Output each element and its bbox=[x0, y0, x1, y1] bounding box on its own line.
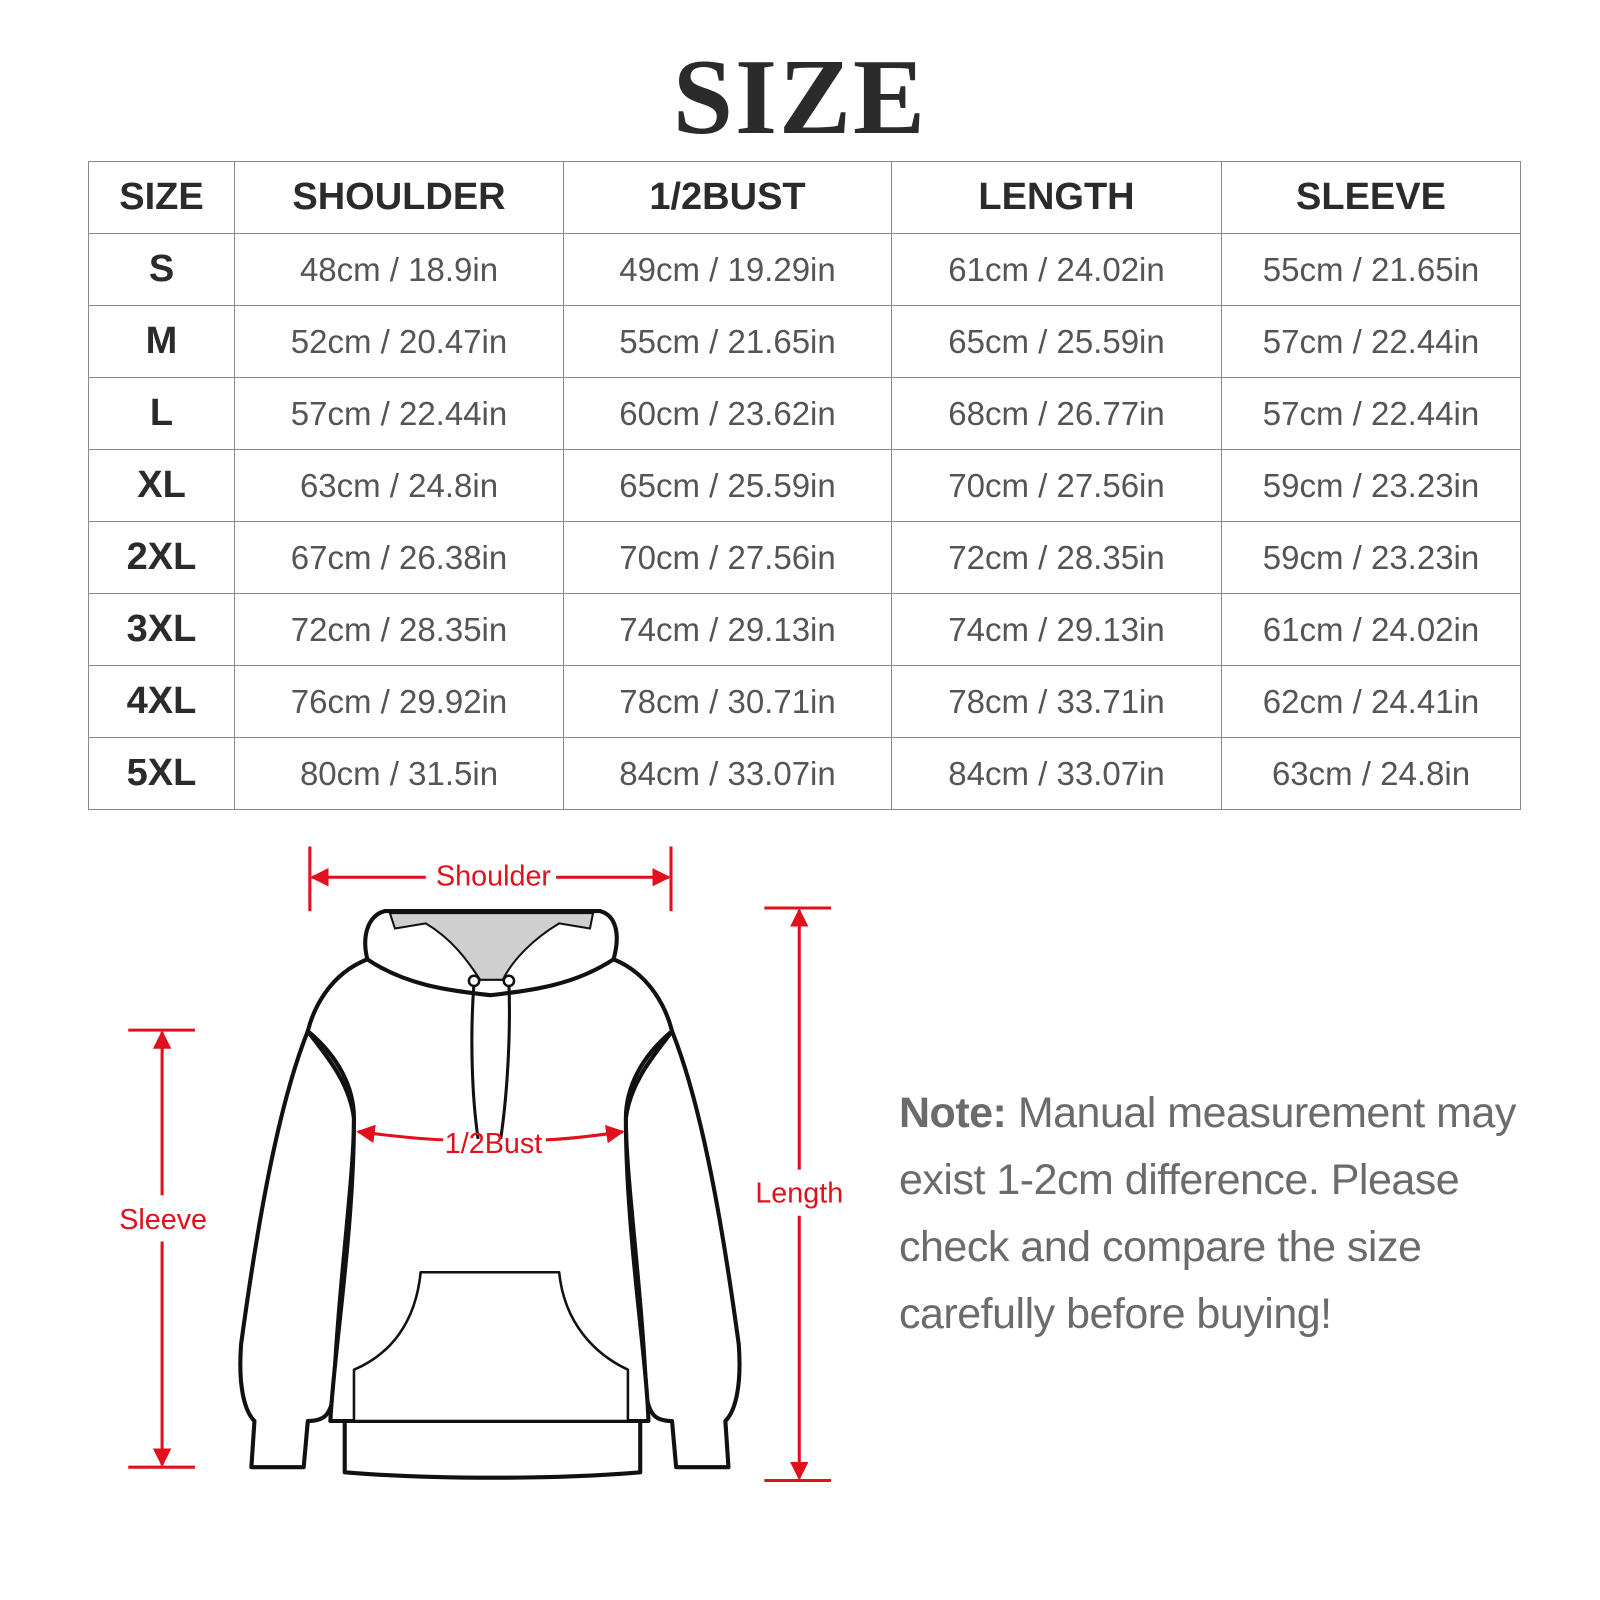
note-text: Manual measurement may exist 1-2cm diffe… bbox=[899, 1089, 1516, 1338]
table-row: 5XL 80cm / 31.5in 84cm / 33.07in 84cm / 33.… bbox=[88, 737, 1521, 810]
measurement-cell: 57cm / 22.44in bbox=[1221, 305, 1521, 378]
measurement-cell: 55cm / 21.65in bbox=[1221, 233, 1521, 306]
measurement-cell: 65cm / 25.59in bbox=[891, 305, 1222, 378]
bust-label: 1/2Bust bbox=[445, 1128, 542, 1160]
measurement-cell: 60cm / 23.62in bbox=[563, 377, 892, 450]
header-bust: 1/2BUST bbox=[563, 161, 892, 234]
header-sleeve: SLEEVE bbox=[1221, 161, 1521, 234]
measurement-cell: 63cm / 24.8in bbox=[1221, 737, 1521, 810]
measurement-cell: 74cm / 29.13in bbox=[891, 593, 1222, 666]
measurement-cell: 48cm / 18.9in bbox=[234, 233, 564, 306]
hoodie-illustration bbox=[238, 909, 742, 1480]
measurement-note: Note: Manual measurement may exist 1-2cm… bbox=[899, 1080, 1539, 1348]
measurement-cell: 49cm / 19.29in bbox=[563, 233, 892, 306]
size-cell: S bbox=[88, 233, 235, 306]
size-cell: M bbox=[88, 305, 235, 378]
header-length: LENGTH bbox=[891, 161, 1222, 234]
page-title: SIZE bbox=[672, 38, 928, 157]
size-table: SIZE SHOULDER 1/2BUST LENGTH SLEEVE S 48c… bbox=[88, 161, 1521, 810]
size-cell: XL bbox=[88, 449, 235, 522]
measurement-cell: 62cm / 24.41in bbox=[1221, 665, 1521, 738]
size-cell: L bbox=[88, 377, 235, 450]
size-cell: 4XL bbox=[88, 665, 235, 738]
shoulder-label: Shoulder bbox=[436, 860, 551, 892]
size-cell: 5XL bbox=[88, 737, 235, 810]
table-row: M 52cm / 20.47in 55cm / 21.65in 65cm / 25.5… bbox=[88, 305, 1521, 378]
measurement-cell: 76cm / 29.92in bbox=[234, 665, 564, 738]
measurement-cell: 52cm / 20.47in bbox=[234, 305, 564, 378]
table-row: S 48cm / 18.9in 49cm / 19.29in 61cm / 24.02… bbox=[88, 233, 1521, 306]
size-cell: 3XL bbox=[88, 593, 235, 666]
measurement-cell: 84cm / 33.07in bbox=[563, 737, 892, 810]
length-label: Length bbox=[755, 1177, 843, 1209]
measurement-cell: 84cm / 33.07in bbox=[891, 737, 1222, 810]
header-size: SIZE bbox=[88, 161, 235, 234]
measurement-cell: 57cm / 22.44in bbox=[1221, 377, 1521, 450]
table-header-row: SIZE SHOULDER 1/2BUST LENGTH SLEEVE bbox=[88, 161, 1521, 234]
table-row: 4XL 76cm / 29.92in 78cm / 30.71in 78cm / 33… bbox=[88, 665, 1521, 738]
measurement-cell: 61cm / 24.02in bbox=[891, 233, 1222, 306]
measurement-cell: 74cm / 29.13in bbox=[563, 593, 892, 666]
measurement-cell: 63cm / 24.8in bbox=[234, 449, 564, 522]
table-row: 2XL 67cm / 26.38in 70cm / 27.56in 72cm / 28… bbox=[88, 521, 1521, 594]
measurement-cell: 80cm / 31.5in bbox=[234, 737, 564, 810]
measurement-cell: 78cm / 30.71in bbox=[563, 665, 892, 738]
measurement-cell: 59cm / 23.23in bbox=[1221, 449, 1521, 522]
measurement-cell: 55cm / 21.65in bbox=[563, 305, 892, 378]
table-row: XL 63cm / 24.8in 65cm / 25.59in 70cm / 27.5… bbox=[88, 449, 1521, 522]
bust-arrow-left bbox=[356, 1124, 444, 1143]
bust-arrow-right bbox=[545, 1124, 625, 1144]
measurement-cell: 72cm / 28.35in bbox=[891, 521, 1222, 594]
table-row: 3XL 72cm / 28.35in 74cm / 29.13in 74cm / 29… bbox=[88, 593, 1521, 666]
measurement-cell: 68cm / 26.77in bbox=[891, 377, 1222, 450]
sleeve-label: Sleeve bbox=[119, 1204, 207, 1236]
measurement-cell: 70cm / 27.56in bbox=[563, 521, 892, 594]
measurement-cell: 59cm / 23.23in bbox=[1221, 521, 1521, 594]
measurement-cell: 61cm / 24.02in bbox=[1221, 593, 1521, 666]
note-label: Note: bbox=[899, 1089, 1007, 1137]
measurement-cell: 72cm / 28.35in bbox=[234, 593, 564, 666]
table-row: L 57cm / 22.44in 60cm / 23.62in 68cm / 26.7… bbox=[88, 377, 1521, 450]
measurement-cell: 67cm / 26.38in bbox=[234, 521, 564, 594]
measurement-cell: 65cm / 25.59in bbox=[563, 449, 892, 522]
